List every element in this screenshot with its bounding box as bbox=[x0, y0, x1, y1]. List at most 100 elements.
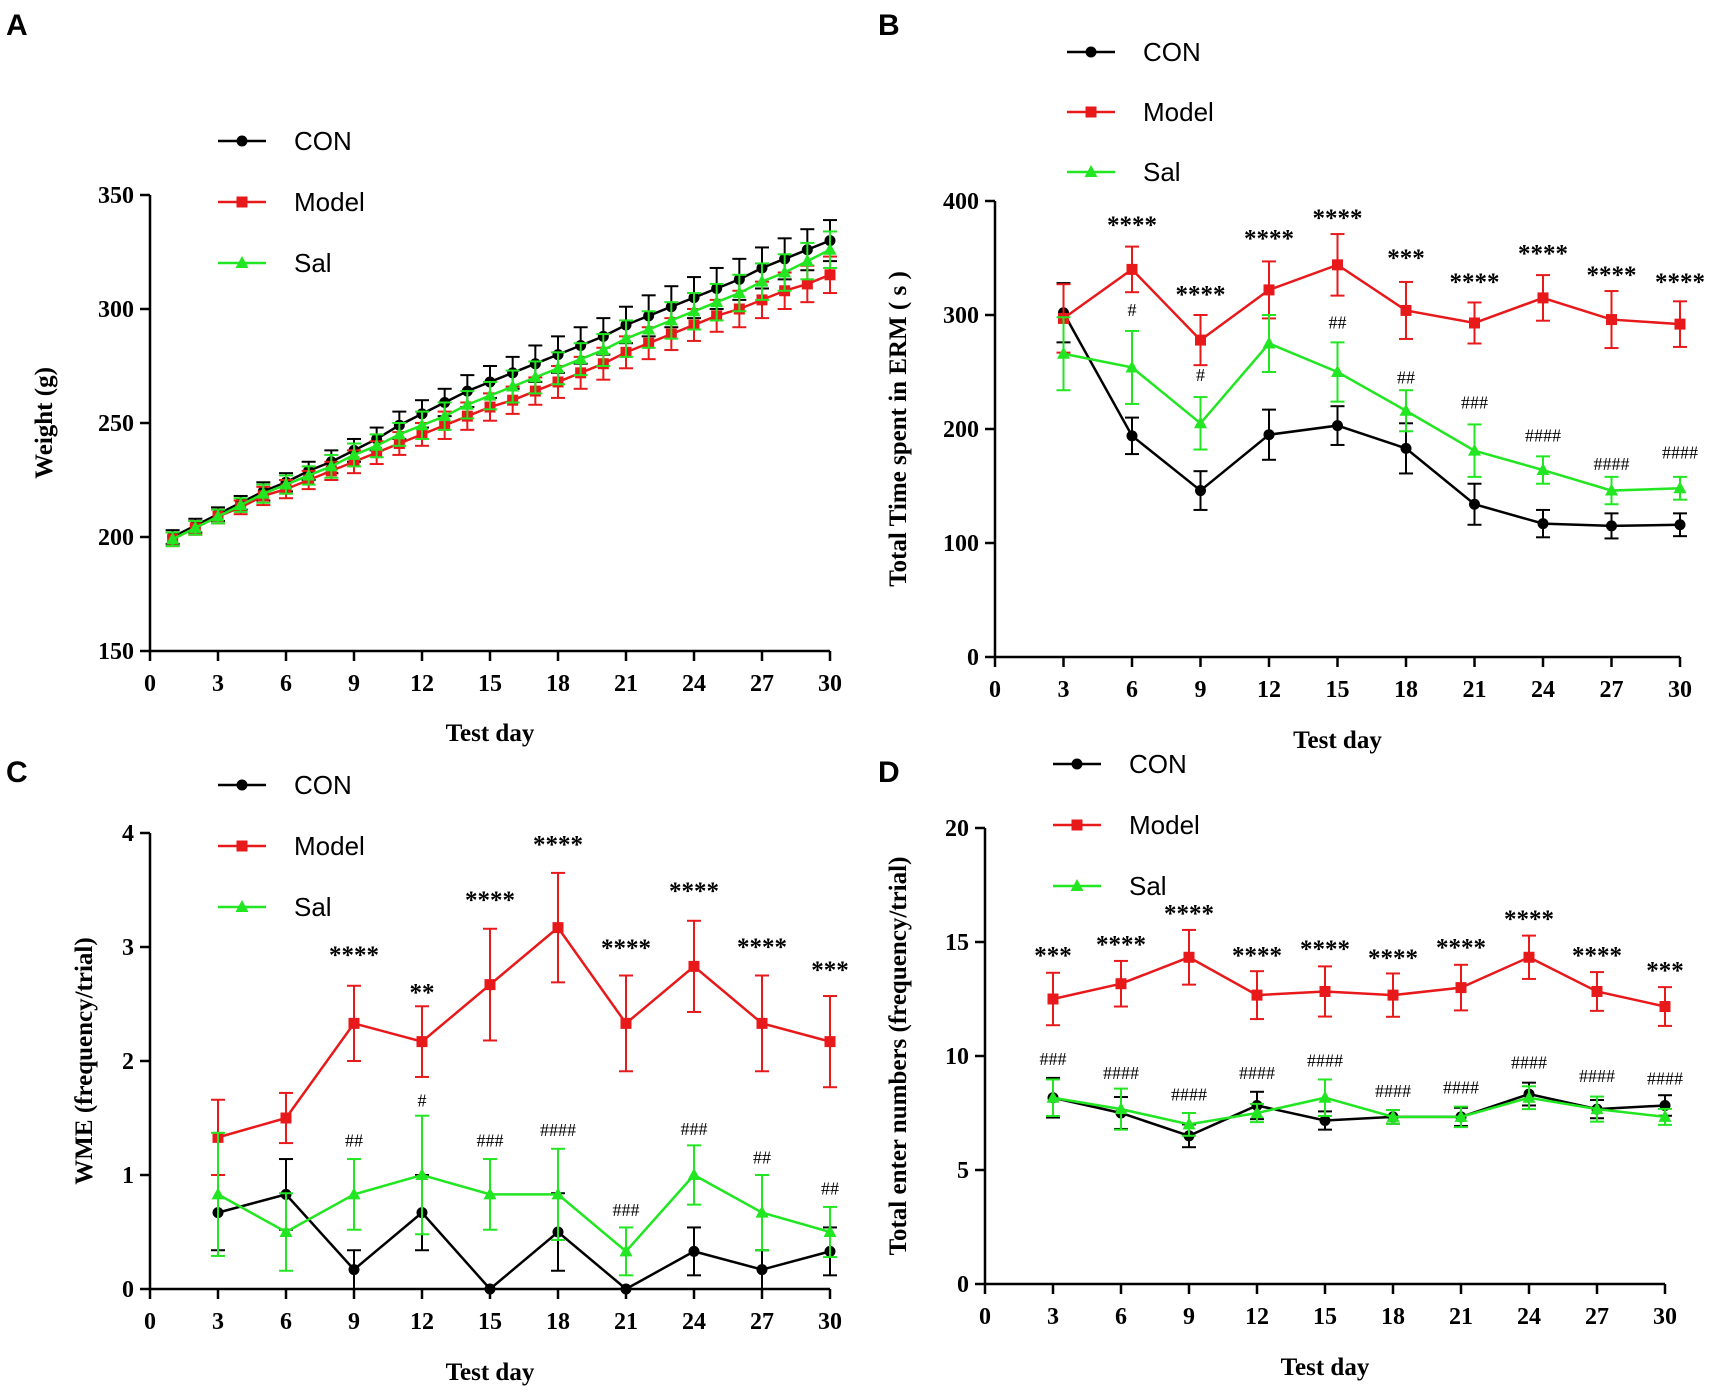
x-tick-label: 0 bbox=[989, 677, 1001, 703]
significance-stars: **** bbox=[329, 942, 379, 969]
significance-stars: **** bbox=[1313, 205, 1363, 232]
x-tick-label: 15 bbox=[1326, 677, 1350, 703]
panel-letter: D bbox=[878, 756, 900, 789]
data-point bbox=[347, 447, 361, 460]
panel-b: B 0 100 200 300 400 0 3 6 9 12 15 18 21 24 27 30 Test day… bbox=[878, 9, 1705, 754]
data-point bbox=[824, 1036, 836, 1048]
data-point bbox=[1400, 442, 1412, 454]
series-line bbox=[1062, 263, 1681, 342]
legend-label: Model bbox=[1129, 810, 1200, 840]
x-axis-title: Test day bbox=[1281, 1354, 1370, 1381]
data-point bbox=[370, 438, 384, 451]
data-point bbox=[483, 1187, 497, 1200]
legend-label: Model bbox=[294, 187, 365, 217]
data-point bbox=[438, 409, 452, 422]
series-line bbox=[1052, 1092, 1666, 1138]
data-point bbox=[484, 1283, 496, 1295]
significance-stars: **** bbox=[1164, 900, 1214, 927]
y-tick-label: 150 bbox=[98, 639, 134, 665]
x-tick-label: 3 bbox=[1058, 677, 1070, 703]
data-point bbox=[574, 352, 588, 365]
data-point bbox=[596, 343, 610, 356]
significance-hashes: ## bbox=[821, 1178, 839, 1198]
significance-hashes: # bbox=[1196, 365, 1205, 385]
significance-hashes: ## bbox=[753, 1148, 771, 1168]
series-line bbox=[172, 248, 831, 541]
x-tick-label: 12 bbox=[1245, 1304, 1269, 1330]
data-point bbox=[755, 1205, 769, 1218]
x-tick-label: 0 bbox=[144, 1309, 156, 1335]
panel-a: A 150 200 250 300 350 0 3 6 9 12 15 18 21 24 27 30 Test d… bbox=[6, 9, 842, 747]
significance-hashes: ## bbox=[1329, 313, 1347, 333]
data-point bbox=[1046, 1090, 1060, 1103]
legend-label: CON bbox=[294, 126, 352, 156]
data-point bbox=[1606, 520, 1617, 532]
data-point bbox=[551, 1187, 565, 1200]
significance-hashes: #### bbox=[1579, 1066, 1615, 1086]
series-con bbox=[211, 1158, 837, 1295]
significance-stars: **** bbox=[1436, 935, 1486, 962]
data-point bbox=[279, 1225, 293, 1237]
significance-stars: **** bbox=[533, 831, 583, 858]
data-point bbox=[483, 388, 497, 401]
x-tick-label: 15 bbox=[1313, 1304, 1337, 1330]
data-point bbox=[279, 477, 293, 490]
significance-stars: **** bbox=[465, 887, 515, 914]
y-tick-label: 200 bbox=[98, 525, 134, 551]
legend-marker bbox=[235, 256, 249, 268]
significance-hashes: ### bbox=[681, 1119, 708, 1139]
data-point bbox=[1194, 416, 1207, 429]
data-point bbox=[1057, 346, 1070, 359]
x-tick-label: 18 bbox=[1394, 677, 1418, 703]
significance-hashes: # bbox=[1128, 300, 1137, 320]
data-point bbox=[1659, 1001, 1671, 1013]
data-point bbox=[756, 1017, 768, 1029]
significance-stars: **** bbox=[1572, 943, 1622, 970]
x-axis-title: Test day bbox=[1293, 727, 1382, 754]
data-point bbox=[800, 254, 814, 267]
data-point bbox=[1125, 360, 1139, 373]
y-tick-label: 15 bbox=[945, 930, 969, 956]
data-point bbox=[415, 1168, 429, 1180]
significance-stars: *** bbox=[1646, 957, 1684, 984]
data-point bbox=[1331, 365, 1344, 377]
data-point bbox=[506, 379, 520, 392]
data-point bbox=[824, 269, 836, 281]
series-line bbox=[1062, 312, 1681, 528]
data-point bbox=[416, 1036, 428, 1048]
data-point bbox=[1469, 498, 1480, 510]
legend-label: CON bbox=[1143, 37, 1201, 67]
x-tick-label: 27 bbox=[750, 1309, 774, 1335]
y-tick-label: 200 bbox=[943, 417, 979, 443]
x-tick-label: 30 bbox=[818, 671, 842, 697]
significance-hashes: #### bbox=[1662, 443, 1698, 463]
significance-stars: **** bbox=[1232, 943, 1282, 970]
data-point bbox=[1522, 1090, 1536, 1103]
data-point bbox=[1114, 1102, 1128, 1115]
x-tick-label: 21 bbox=[614, 1309, 638, 1335]
x-tick-label: 6 bbox=[280, 671, 292, 697]
significance-hashes: ### bbox=[477, 1131, 504, 1151]
data-point bbox=[1590, 1102, 1604, 1115]
significance-stars: **** bbox=[737, 934, 787, 961]
data-point bbox=[756, 1264, 768, 1276]
significance-hashes: #### bbox=[1239, 1063, 1275, 1083]
significance-stars: **** bbox=[669, 878, 719, 905]
significance-stars: **** bbox=[1300, 936, 1350, 963]
x-tick-label: 21 bbox=[614, 671, 638, 697]
legend-marker bbox=[236, 779, 248, 791]
data-point bbox=[823, 1225, 837, 1237]
data-point bbox=[1318, 1090, 1332, 1103]
x-axis-title: Test day bbox=[446, 720, 535, 747]
data-point bbox=[1115, 978, 1127, 990]
data-point bbox=[234, 498, 248, 511]
data-point bbox=[732, 286, 746, 299]
x-tick-label: 24 bbox=[1531, 677, 1555, 703]
x-tick-label: 9 bbox=[1183, 1304, 1195, 1330]
x-tick-label: 21 bbox=[1449, 1304, 1473, 1330]
x-tick-label: 24 bbox=[682, 1309, 706, 1335]
significance-hashes: #### bbox=[1375, 1081, 1411, 1101]
significance-stars: **** bbox=[1368, 945, 1418, 972]
legend-label: Model bbox=[1143, 97, 1214, 127]
significance-stars: **** bbox=[1107, 212, 1157, 239]
